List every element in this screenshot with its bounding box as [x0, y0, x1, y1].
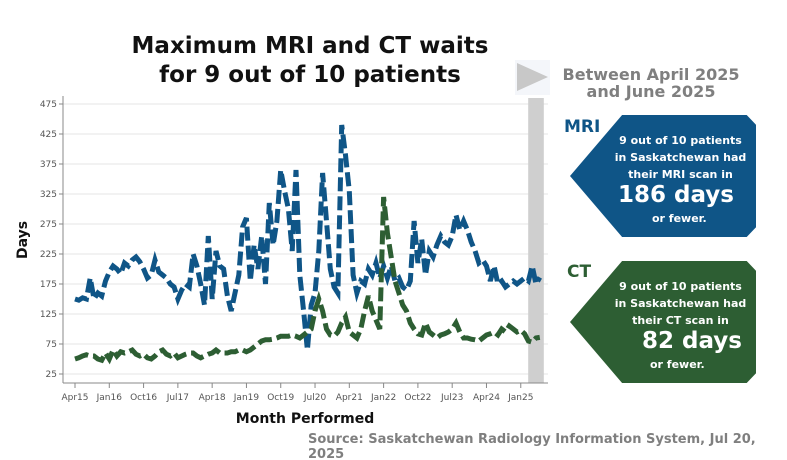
title-line-2: for 9 out of 10 patients	[159, 62, 461, 88]
play-triangle-icon[interactable]	[515, 60, 550, 95]
ct-callout-line: 9 out of 10 patients	[619, 280, 742, 293]
x-tick-label: Oct19	[267, 393, 294, 403]
y-axis-label: Days	[15, 221, 31, 259]
highlight-period-band	[528, 98, 544, 383]
x-tick-label: Apr18	[199, 393, 226, 403]
series-lines	[74, 124, 542, 365]
mri-callout-line: their MRI scan in	[628, 168, 733, 181]
y-tick-label: 225	[40, 250, 57, 260]
mri-callout-line: 9 out of 10 patients	[619, 134, 742, 147]
x-tick-label: Apr21	[336, 393, 363, 403]
x-tick-label: Jul17	[166, 393, 189, 403]
axes: 25 75 125 175 225 275 325 375 425 475 Apr15 Jan16 Oc…	[40, 96, 548, 403]
line-chart: 25 75 125 175 225 275 325 375 425 475 Apr15 Jan16 Oc…	[15, 96, 548, 427]
mri-days-value: 186 days	[618, 182, 734, 208]
y-tick-label: 325	[40, 190, 57, 200]
ct-callout-tail: or fewer.	[650, 358, 705, 371]
ct-label: CT	[567, 262, 592, 282]
y-tick-label: 125	[40, 310, 57, 320]
period-line-1: Between April 2025	[562, 65, 740, 84]
y-tick-label: 475	[40, 100, 57, 110]
mri-label: MRI	[564, 117, 601, 137]
x-tick-label: Jan16	[96, 393, 123, 403]
x-tick-label: Jul20	[303, 393, 327, 403]
x-tick-label: Jan19	[233, 393, 260, 403]
mri-series-line	[74, 124, 542, 351]
y-tick-label: 375	[40, 160, 57, 170]
ct-days-value: 82 days	[642, 328, 742, 354]
ct-series-line	[74, 196, 541, 365]
title-line-1: Maximum MRI and CT waits	[131, 33, 489, 59]
x-tick-label: Jan22	[370, 393, 396, 403]
x-tick-label: Apr24	[473, 393, 500, 403]
x-axis-label: Month Performed	[236, 411, 374, 427]
x-tick-label: Oct16	[130, 393, 157, 403]
y-tick-label: 425	[40, 130, 57, 140]
mri-callout-line: in Saskatchewan had	[614, 151, 747, 164]
x-tick-label: Jan25	[507, 393, 533, 403]
ct-callout-line: in Saskatchewan had	[614, 297, 747, 310]
period-line-2: and June 2025	[586, 82, 716, 101]
source-note: Source: Saskatchewan Radiology Informati…	[308, 432, 756, 460]
period-heading: Between April 2025 and June 2025	[556, 66, 746, 100]
y-tick-label: 75	[46, 340, 57, 350]
ct-callout-line: their CT scan in	[632, 314, 729, 327]
y-tick-label: 275	[40, 220, 57, 230]
x-tick-label: Oct22	[404, 393, 431, 403]
x-tick-label: Jul23	[440, 393, 463, 403]
chart-title: Maximum MRI and CT waits for 9 out of 10…	[110, 32, 510, 90]
y-tick-label: 175	[40, 280, 57, 290]
y-tick-label: 25	[46, 370, 57, 380]
ct-callout: 9 out of 10 patients in Saskatchewan had…	[570, 261, 756, 383]
x-tick-label: Apr15	[61, 393, 88, 403]
mri-callout-tail: or fewer.	[652, 212, 707, 225]
